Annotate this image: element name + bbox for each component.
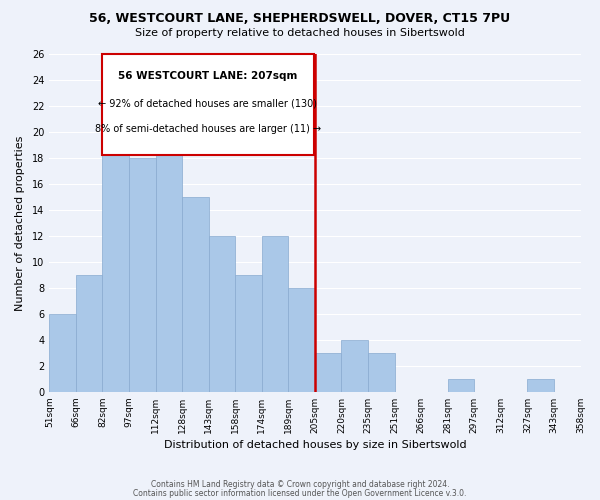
Bar xyxy=(129,158,155,392)
Text: 8% of semi-detached houses are larger (11) →: 8% of semi-detached houses are larger (1… xyxy=(95,124,321,134)
Text: Size of property relative to detached houses in Sibertswold: Size of property relative to detached ho… xyxy=(135,28,465,38)
Text: ← 92% of detached houses are smaller (130): ← 92% of detached houses are smaller (13… xyxy=(98,98,317,108)
Text: 56 WESTCOURT LANE: 207sqm: 56 WESTCOURT LANE: 207sqm xyxy=(118,71,298,81)
Bar xyxy=(368,353,395,392)
Bar xyxy=(527,379,554,392)
Bar xyxy=(182,197,209,392)
Bar xyxy=(448,379,474,392)
Bar xyxy=(49,314,76,392)
Bar xyxy=(76,275,103,392)
X-axis label: Distribution of detached houses by size in Sibertswold: Distribution of detached houses by size … xyxy=(164,440,466,450)
Bar xyxy=(155,106,182,392)
Text: Contains HM Land Registry data © Crown copyright and database right 2024.: Contains HM Land Registry data © Crown c… xyxy=(151,480,449,489)
Bar xyxy=(289,288,315,392)
Text: Contains public sector information licensed under the Open Government Licence v.: Contains public sector information licen… xyxy=(133,488,467,498)
FancyBboxPatch shape xyxy=(103,54,314,156)
Bar xyxy=(341,340,368,392)
Y-axis label: Number of detached properties: Number of detached properties xyxy=(15,135,25,310)
Bar xyxy=(209,236,235,392)
Bar xyxy=(315,353,341,392)
Text: 56, WESTCOURT LANE, SHEPHERDSWELL, DOVER, CT15 7PU: 56, WESTCOURT LANE, SHEPHERDSWELL, DOVER… xyxy=(89,12,511,26)
Bar xyxy=(262,236,289,392)
Bar xyxy=(103,145,129,392)
Bar xyxy=(235,275,262,392)
